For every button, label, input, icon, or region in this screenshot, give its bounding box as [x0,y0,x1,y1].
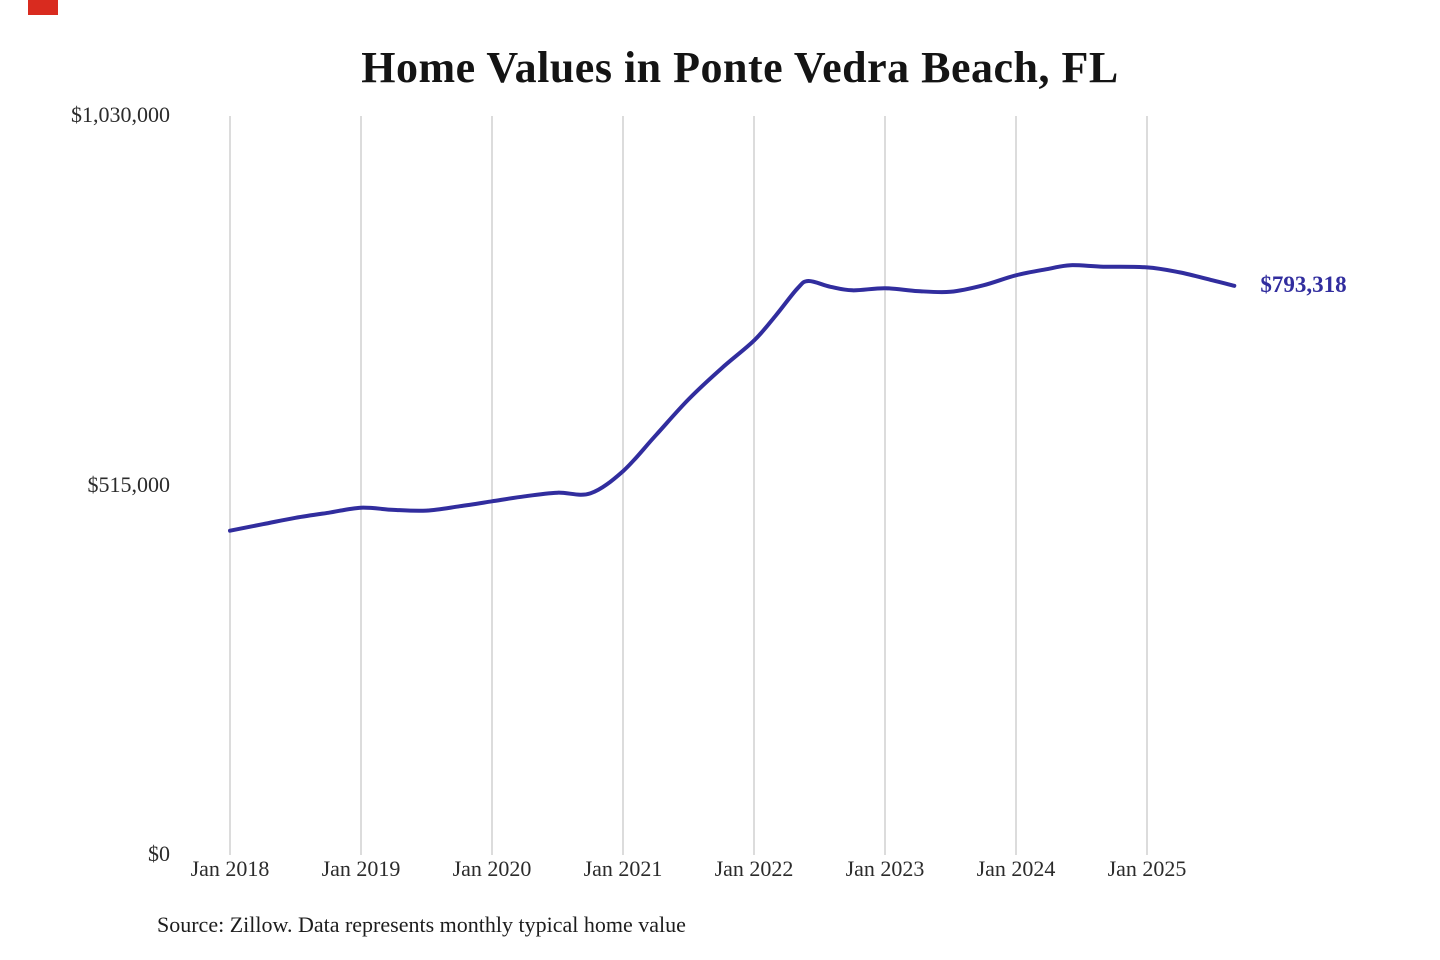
x-tick-label: Jan 2022 [714,856,794,881]
x-tick-label: Jan 2023 [845,856,925,881]
current-value-label: $793,318 [1260,271,1347,297]
source-note: Source: Zillow. Data represents monthly … [157,912,686,937]
chart-title: Home Values in Ponte Vedra Beach, FL [361,43,1119,92]
x-tick-label: Jan 2021 [583,856,663,881]
x-tick-label: Jan 2018 [190,856,270,881]
home-value-line [228,263,1237,533]
screen-edge-artifact [28,0,58,15]
gridlines [229,116,1148,855]
y-tick-label: $1,030,000 [71,102,170,127]
x-tick-label: Jan 2025 [1107,856,1187,881]
x-tick-label: Jan 2019 [321,856,401,881]
y-tick-label: $515,000 [87,471,171,497]
x-tick-label: Jan 2024 [976,856,1056,881]
x-tick-label: Jan 2020 [452,856,532,881]
y-tick-label: $0 [148,841,170,866]
